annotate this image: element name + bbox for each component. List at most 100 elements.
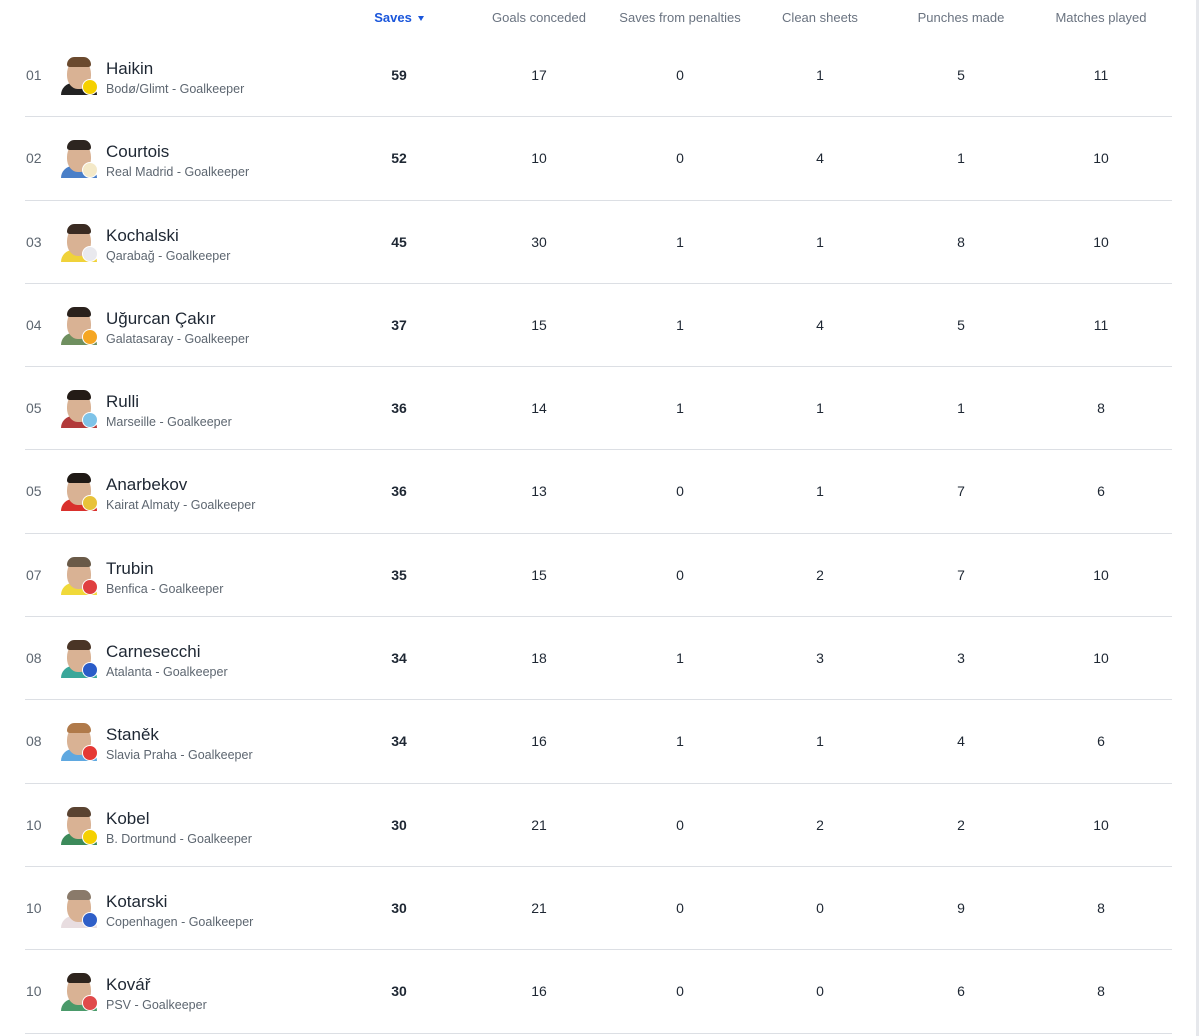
player-avatar[interactable] bbox=[61, 471, 98, 512]
clean-sheets-value: 1 bbox=[816, 233, 824, 250]
saves-value: 52 bbox=[391, 150, 407, 167]
clean-sheets-value: 1 bbox=[816, 733, 824, 750]
player-club-position: Copenhagen - Goalkeeper bbox=[106, 914, 254, 929]
player-name[interactable]: Kobel bbox=[106, 808, 150, 828]
goals-conceded-value: 16 bbox=[531, 733, 547, 750]
table-row[interactable]: 07 Trubin Benfica - Goalkeeper 35 15 0 2 7 10 bbox=[25, 534, 1172, 618]
punches-made-value: 5 bbox=[957, 67, 965, 83]
player-name[interactable]: Staněk bbox=[106, 725, 159, 745]
table-row[interactable]: 08 Staněk Slavia Praha - Goalkeeper 34 16 1 1 4… bbox=[25, 700, 1172, 784]
player-name[interactable]: Courtois bbox=[106, 142, 170, 162]
saves-value: 59 bbox=[391, 67, 407, 83]
punches-made-value: 5 bbox=[957, 316, 965, 333]
player-avatar[interactable] bbox=[61, 55, 98, 95]
saves-value: 36 bbox=[391, 483, 407, 500]
player-name[interactable]: Kochalski bbox=[106, 225, 179, 245]
player-name[interactable]: Haikin bbox=[106, 59, 154, 78]
clean-sheets-value: 0 bbox=[816, 983, 824, 1000]
punches-made-value: 9 bbox=[957, 899, 965, 916]
club-crest-icon bbox=[82, 662, 98, 679]
column-header-punches-made[interactable]: Punches made bbox=[917, 10, 1005, 25]
player-name[interactable]: Kovář bbox=[106, 975, 151, 995]
saves-from-penalties-value: 1 bbox=[676, 400, 684, 417]
player-club-position: Atalanta - Goalkeeper bbox=[106, 665, 228, 680]
club-crest-icon bbox=[82, 578, 98, 595]
column-header-saves-label: Saves bbox=[374, 10, 412, 25]
avatar-hair bbox=[67, 390, 91, 401]
player-avatar[interactable] bbox=[61, 555, 98, 595]
avatar-hair bbox=[67, 473, 91, 484]
club-crest-icon bbox=[82, 745, 98, 762]
player-name[interactable]: Rulli bbox=[106, 392, 140, 412]
saves-value: 35 bbox=[391, 566, 407, 583]
goals-conceded-value: 21 bbox=[531, 899, 547, 916]
column-header-saves[interactable]: Saves bbox=[329, 10, 469, 25]
column-header-saves-from-penalties[interactable]: Saves from penalties bbox=[619, 10, 741, 25]
rank: 05 bbox=[26, 483, 42, 500]
avatar-hair bbox=[67, 223, 91, 234]
club-crest-icon bbox=[82, 995, 98, 1012]
table-row[interactable]: 05 Rulli Marseille - Goalkeeper 36 14 1 1 1 8 bbox=[25, 367, 1172, 451]
clean-sheets-value: 2 bbox=[816, 816, 824, 833]
punches-made-value: 1 bbox=[957, 150, 965, 167]
table-header: Saves Goals conceded Saves from penaltie… bbox=[25, 0, 1172, 34]
rank: 08 bbox=[26, 650, 42, 667]
saves-from-penalties-value: 0 bbox=[676, 899, 684, 916]
avatar-hair bbox=[67, 57, 91, 67]
matches-played-value: 8 bbox=[1097, 899, 1105, 916]
goals-conceded-value: 13 bbox=[531, 483, 547, 500]
table-row[interactable]: 10 Kotarski Copenhagen - Goalkeeper 30 21 0 0 9… bbox=[25, 867, 1172, 951]
clean-sheets-value: 0 bbox=[816, 899, 824, 916]
player-avatar[interactable] bbox=[61, 805, 98, 845]
rank: 10 bbox=[26, 899, 42, 916]
player-avatar[interactable] bbox=[61, 222, 98, 262]
table-row[interactable]: 10 Kobel B. Dortmund - Goalkeeper 30 21 0 2 2 10 bbox=[25, 784, 1172, 867]
player-club-position: PSV - Goalkeeper bbox=[106, 998, 207, 1013]
player-name[interactable]: Carnesecchi bbox=[106, 642, 201, 662]
player-avatar[interactable] bbox=[61, 638, 98, 679]
table-row[interactable]: 03 Kochalski Qarabağ - Goalkeeper 45 30 1 1 8 10 bbox=[25, 201, 1172, 284]
goals-conceded-value: 16 bbox=[531, 983, 547, 1000]
club-crest-icon bbox=[82, 495, 98, 512]
table-row[interactable]: 02 Courtois Real Madrid - Goalkeeper 52 10 0 4… bbox=[25, 117, 1172, 201]
table-row[interactable]: 04 Uğurcan Çakır Galatasaray - Goalkeeper 3… bbox=[25, 284, 1172, 368]
saves-value: 34 bbox=[391, 650, 407, 667]
player-name[interactable]: Anarbekov bbox=[106, 475, 188, 495]
stats-table-body: 01 Haikin Bodø/Glimt - Goalkeeper 59 17 0 1 5 11… bbox=[25, 34, 1172, 1034]
table-row[interactable]: 08 Carnesecchi Atalanta - Goalkeeper 34 18 1 3… bbox=[25, 617, 1172, 701]
player-name[interactable]: Kotarski bbox=[106, 891, 168, 911]
player-name[interactable]: Uğurcan Çakır bbox=[106, 308, 216, 328]
clean-sheets-value: 2 bbox=[816, 566, 824, 583]
rank: 10 bbox=[26, 816, 42, 833]
player-avatar[interactable] bbox=[61, 388, 98, 429]
player-avatar[interactable] bbox=[61, 971, 98, 1012]
clean-sheets-value: 1 bbox=[816, 400, 824, 417]
saves-value: 30 bbox=[391, 899, 407, 916]
column-header-goals-conceded[interactable]: Goals conceded bbox=[492, 10, 586, 25]
table-row[interactable]: 10 Kovář PSV - Goalkeeper 30 16 0 0 6 8 bbox=[25, 950, 1172, 1034]
saves-value: 34 bbox=[391, 733, 407, 750]
player-club-position: Slavia Praha - Goalkeeper bbox=[106, 748, 253, 763]
saves-from-penalties-value: 0 bbox=[676, 483, 684, 500]
punches-made-value: 2 bbox=[957, 816, 965, 833]
goals-conceded-value: 17 bbox=[531, 67, 547, 83]
saves-from-penalties-value: 0 bbox=[676, 67, 684, 83]
scrollbar[interactable] bbox=[1196, 0, 1199, 1036]
saves-from-penalties-value: 1 bbox=[676, 233, 684, 250]
column-header-clean-sheets[interactable]: Clean sheets bbox=[782, 10, 858, 25]
table-row[interactable]: 05 Anarbekov Kairat Almaty - Goalkeeper 36 1… bbox=[25, 450, 1172, 534]
player-club-position: Bodø/Glimt - Goalkeeper bbox=[106, 82, 245, 96]
avatar-hair bbox=[67, 806, 91, 817]
player-avatar[interactable] bbox=[61, 721, 98, 762]
player-avatar[interactable] bbox=[61, 888, 98, 928]
saves-value: 45 bbox=[391, 233, 407, 250]
table-row[interactable]: 01 Haikin Bodø/Glimt - Goalkeeper 59 17 0 1 5 11 bbox=[25, 34, 1172, 118]
column-header-matches-played[interactable]: Matches played bbox=[1055, 10, 1147, 25]
saves-value: 37 bbox=[391, 316, 407, 333]
matches-played-value: 11 bbox=[1093, 67, 1109, 83]
player-avatar[interactable] bbox=[61, 305, 98, 345]
player-name[interactable]: Trubin bbox=[106, 558, 154, 578]
player-avatar[interactable] bbox=[61, 138, 98, 179]
avatar-hair bbox=[67, 306, 91, 317]
punches-made-value: 7 bbox=[957, 483, 965, 500]
